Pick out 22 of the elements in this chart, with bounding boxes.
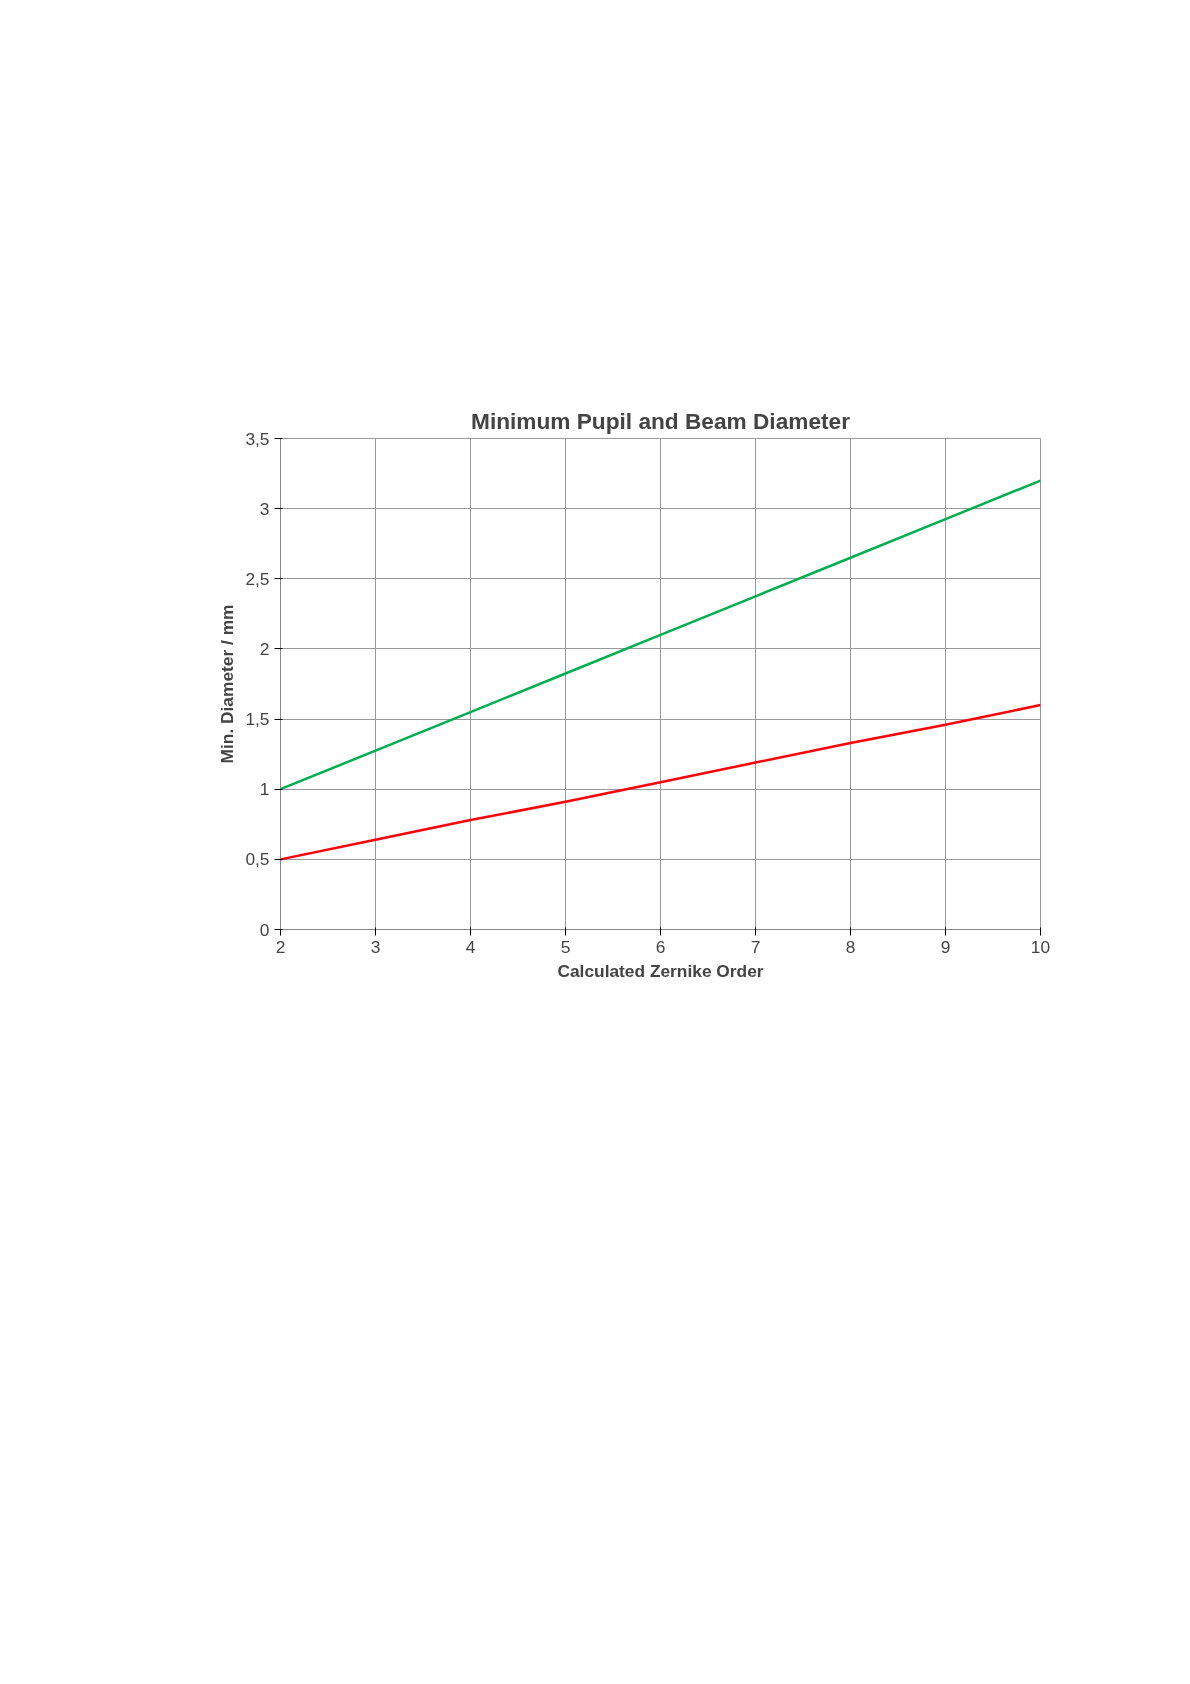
y-tick-label: 1,5 <box>245 709 270 730</box>
x-tick-label: 6 <box>655 936 666 957</box>
x-tick-label: 5 <box>560 936 571 957</box>
x-tick-label: 7 <box>750 936 761 957</box>
y-tick-label: 0 <box>259 919 270 940</box>
x-tick-label: 8 <box>845 936 856 957</box>
x-axis-title: Calculated Zernike Order <box>557 960 764 981</box>
chart-title: Minimum Pupil and Beam Diameter <box>471 407 851 434</box>
y-tick-label: 2,5 <box>245 568 270 589</box>
line-series <box>280 479 1041 791</box>
x-tick-label: 4 <box>465 936 476 957</box>
x-tick-label: 3 <box>370 936 381 957</box>
y-tick-label: 3 <box>259 498 270 519</box>
x-tick-label: 2 <box>275 936 286 957</box>
x-tick-label: 9 <box>940 936 951 957</box>
y-tick-label: 2 <box>259 638 270 659</box>
y-axis-title: Min. Diameter / mm <box>217 604 238 764</box>
x-tick-label: 10 <box>1030 936 1051 957</box>
line-series <box>280 703 1041 861</box>
y-tick-label: 0,5 <box>245 849 270 870</box>
y-tick-label: 3,5 <box>245 428 270 449</box>
y-tick-label: 1 <box>259 779 270 800</box>
